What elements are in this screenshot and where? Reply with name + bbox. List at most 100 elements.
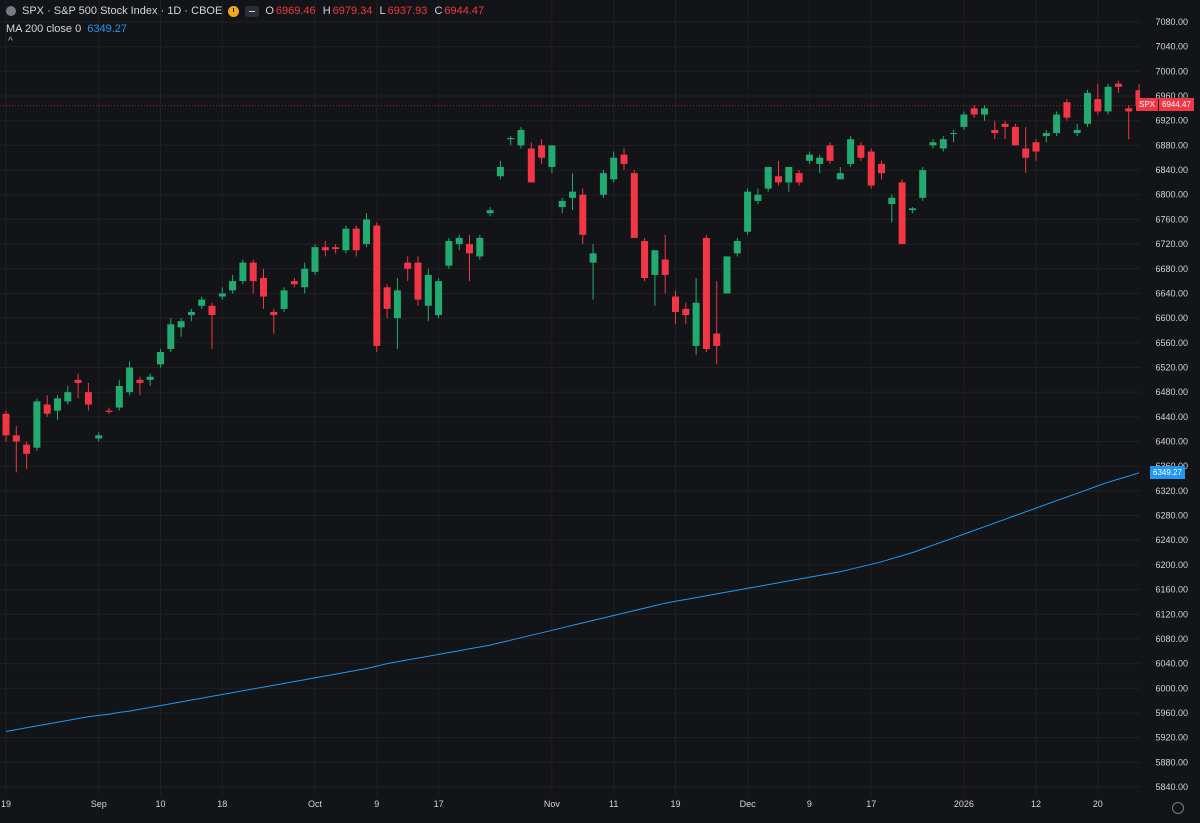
price-axis[interactable]: 7080.00 7040.00 7000.00 6960.00 6920.00 6880.… <box>1140 0 1200 823</box>
candle-body <box>651 250 659 275</box>
x-tick-label: 11 <box>609 799 618 809</box>
candle-body <box>1094 99 1102 112</box>
candle-body <box>744 191 752 232</box>
x-tick-label: 2026 <box>954 799 974 809</box>
candle-body <box>517 129 525 146</box>
y-tick-label: 6640.00 <box>1155 288 1188 298</box>
y-tick-label: 6800.00 <box>1155 190 1188 200</box>
x-tick-label: 19 <box>1 799 11 809</box>
candle-body <box>702 237 710 349</box>
candle-body <box>816 157 824 164</box>
candle-body <box>167 324 175 349</box>
y-tick-label: 5920.00 <box>1155 733 1188 743</box>
candle-body <box>641 241 649 279</box>
candle-body <box>672 296 679 312</box>
candle-body <box>1104 86 1112 112</box>
y-tick-label: 6120.00 <box>1155 609 1188 619</box>
candle-body <box>1114 83 1122 87</box>
ma-line <box>5 472 1140 732</box>
clock-icon[interactable] <box>228 5 240 17</box>
candle-body <box>579 194 587 235</box>
candle-body <box>393 290 401 319</box>
candle-body <box>919 170 927 198</box>
candle-body <box>332 247 340 250</box>
collapse-legend-button[interactable]: ^ <box>8 36 13 47</box>
candle-body <box>270 311 278 316</box>
candle-body <box>23 444 31 454</box>
candle-body <box>352 228 360 251</box>
candle-body <box>1011 126 1019 146</box>
candle-body <box>455 237 463 245</box>
grid-lines <box>0 0 1140 795</box>
candle-body <box>888 197 896 204</box>
x-tick-label: 20 <box>1093 799 1103 809</box>
candle-body <box>239 262 247 282</box>
candle-body <box>599 173 607 195</box>
candle-body <box>476 237 484 257</box>
x-tick-label: 17 <box>434 799 444 809</box>
candle-body <box>558 200 566 208</box>
candle-body <box>610 157 618 180</box>
dash-icon[interactable] <box>245 5 260 17</box>
candle-body <box>115 385 123 408</box>
candle-body <box>414 262 422 300</box>
candle-body <box>878 163 885 174</box>
candle-body <box>136 379 144 383</box>
candle-body <box>960 114 968 127</box>
y-tick-label: 7040.00 <box>1155 42 1188 52</box>
candle-body <box>146 376 154 380</box>
candle-body <box>898 182 906 245</box>
y-tick-label: 6560.00 <box>1155 338 1188 348</box>
x-tick-label: 10 <box>155 799 165 809</box>
candle-body <box>836 173 844 180</box>
x-tick-label: Oct <box>308 799 323 809</box>
candle-body <box>424 274 432 306</box>
candle-body <box>126 367 134 393</box>
x-tick-label: Dec <box>740 799 757 809</box>
candle-body <box>363 219 370 245</box>
candle-body <box>733 241 741 254</box>
ma-value: 6349.27 <box>87 23 127 35</box>
candle-body <box>970 108 978 115</box>
candle-body <box>620 154 628 164</box>
candle-body <box>538 145 546 158</box>
candle-body <box>311 247 319 272</box>
candle-body <box>1135 90 1143 106</box>
last-price-value: 6944.47 <box>1159 98 1194 111</box>
symbol-title[interactable]: SPX · S&P 500 Stock Index · 1D · CBOE <box>22 5 223 17</box>
y-tick-label: 6160.00 <box>1155 585 1188 595</box>
ma-price-tag: 6349.27 <box>1150 466 1185 479</box>
candle-body <box>177 321 185 328</box>
candle-body <box>496 166 504 177</box>
candle-body <box>1073 129 1081 134</box>
y-tick-label: 6280.00 <box>1155 511 1188 521</box>
candle-body <box>764 166 772 189</box>
candle-body <box>435 281 443 316</box>
ma-label[interactable]: MA 200 close 0 <box>6 23 82 35</box>
y-tick-label: 6680.00 <box>1155 264 1188 274</box>
candle-body <box>157 352 164 365</box>
candle-body <box>908 208 916 211</box>
candle-body <box>74 379 82 383</box>
candle-body <box>2 413 10 436</box>
y-tick-label: 5960.00 <box>1155 708 1188 718</box>
y-tick-label: 6440.00 <box>1155 412 1188 422</box>
y-tick-label: 6840.00 <box>1155 165 1188 175</box>
price-axis-bg <box>1140 0 1200 823</box>
time-axis[interactable]: 19 Sep 10 18 Oct 9 17 Nov 11 19 Dec 9 17 2026 12 20 <box>0 795 1140 823</box>
candles-layer <box>2 80 1143 473</box>
candle-body <box>260 278 267 297</box>
candle-body <box>229 281 237 291</box>
y-tick-label: 6960.00 <box>1155 91 1188 101</box>
candle-body <box>1063 102 1071 118</box>
y-tick-label: 5840.00 <box>1155 782 1188 792</box>
y-tick-label: 6520.00 <box>1155 362 1188 372</box>
gear-icon[interactable] <box>1172 802 1184 814</box>
candle-body <box>1032 142 1040 152</box>
candle-body <box>198 299 206 306</box>
candle-body <box>785 166 793 183</box>
candle-body <box>1053 114 1061 134</box>
ohlc-values: O 6969.46 H 6979.34 L 6937.93 C 6944.47 <box>265 5 485 17</box>
candle-body <box>1022 148 1030 158</box>
